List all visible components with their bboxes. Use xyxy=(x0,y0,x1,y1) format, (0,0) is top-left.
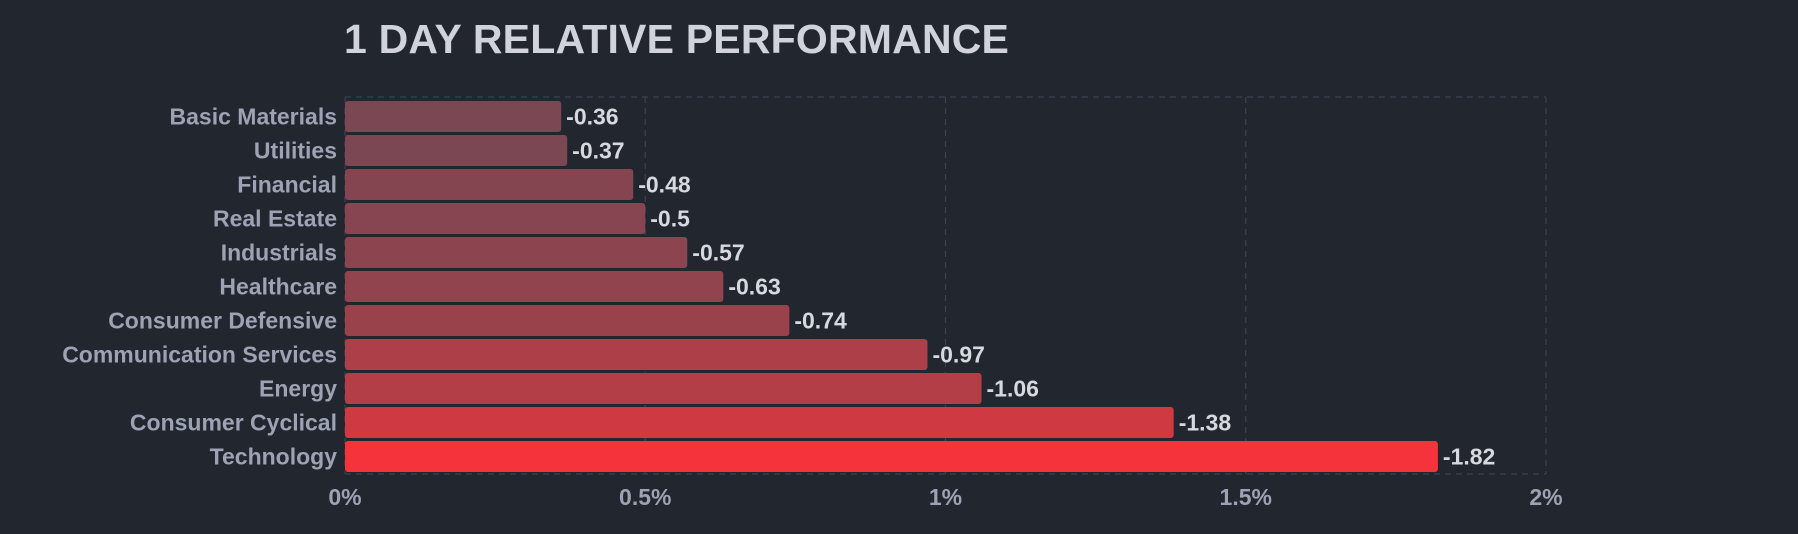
value-label: -0.97 xyxy=(932,342,984,368)
category-label: Basic Materials xyxy=(170,104,337,130)
bar-energy[interactable] xyxy=(345,373,982,404)
value-label: -1.82 xyxy=(1443,444,1495,470)
x-tick-label: 1.5% xyxy=(1220,484,1272,510)
bar-consumer-defensive[interactable] xyxy=(345,305,790,336)
category-label: Utilities xyxy=(254,138,337,164)
x-tick-label: 1% xyxy=(929,484,962,510)
bar-healthcare[interactable] xyxy=(345,271,724,302)
category-label: Technology xyxy=(210,444,338,470)
category-label: Industrials xyxy=(221,240,337,266)
value-label: -0.48 xyxy=(638,172,691,198)
bar-utilities[interactable] xyxy=(345,135,568,166)
category-label: Consumer Defensive xyxy=(108,308,337,334)
category-label: Healthcare xyxy=(219,274,337,300)
value-label: -0.57 xyxy=(692,240,744,266)
value-label: -0.37 xyxy=(572,138,624,164)
bar-technology[interactable] xyxy=(345,441,1438,472)
bar-industrials[interactable] xyxy=(345,237,688,268)
bar-real-estate[interactable] xyxy=(345,203,646,234)
chart-title: 1 DAY RELATIVE PERFORMANCE xyxy=(344,16,1010,62)
category-label: Communication Services xyxy=(62,342,337,368)
category-label: Consumer Cyclical xyxy=(130,410,337,436)
x-tick-label: 0.5% xyxy=(619,484,671,510)
bar-communication-services[interactable] xyxy=(345,339,928,370)
value-labels: -0.36-0.37-0.48-0.5-0.57-0.63-0.74-0.97-… xyxy=(566,104,1495,470)
bar-consumer-cyclical[interactable] xyxy=(345,407,1174,438)
x-tick-label: 0% xyxy=(328,484,361,510)
category-label: Energy xyxy=(259,376,337,402)
x-axis-tick-labels: 0% 0.5% 1% 1.5% 2% xyxy=(328,484,1562,510)
value-label: -1.38 xyxy=(1179,410,1232,436)
value-label: -1.06 xyxy=(987,376,1039,402)
value-label: -0.74 xyxy=(794,308,847,334)
value-label: -0.63 xyxy=(728,274,780,300)
bars-layer xyxy=(345,101,1438,472)
x-tick-label: 2% xyxy=(1529,484,1562,510)
value-label: -0.5 xyxy=(650,206,690,232)
category-labels: Basic Materials Utilities Financial Real Es… xyxy=(62,104,337,470)
category-label: Financial xyxy=(237,172,337,198)
bar-basic-materials[interactable] xyxy=(345,101,562,132)
value-label: -0.36 xyxy=(566,104,618,130)
category-label: Real Estate xyxy=(213,206,337,232)
bar-financial[interactable] xyxy=(345,169,634,200)
